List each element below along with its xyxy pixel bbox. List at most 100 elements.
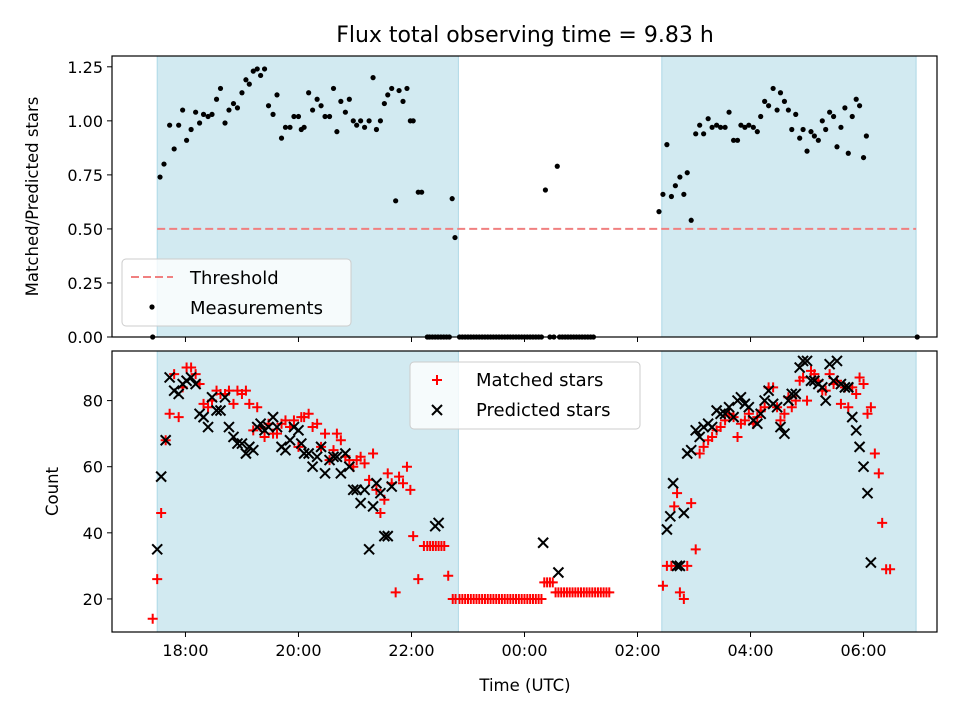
matched-point xyxy=(368,448,379,459)
measurement-point xyxy=(793,111,799,117)
measurement-point xyxy=(554,163,560,169)
measurement-point xyxy=(350,118,356,124)
y-tick-label: 40 xyxy=(83,524,103,543)
measurement-point xyxy=(717,124,724,130)
measurement-point xyxy=(838,124,844,130)
matched-point xyxy=(669,501,680,512)
predicted-point xyxy=(236,437,248,450)
predicted-point xyxy=(723,401,735,413)
measurement-point xyxy=(326,113,333,120)
y-tick-label: 1.25 xyxy=(67,58,103,77)
matched-point xyxy=(698,441,709,452)
matched-point xyxy=(375,507,386,518)
matched-point xyxy=(686,498,697,509)
predicted-point xyxy=(159,434,172,446)
predicted-point xyxy=(816,381,828,394)
predicted-point xyxy=(339,447,352,460)
predicted-point xyxy=(331,451,343,463)
measurement-point xyxy=(346,96,352,102)
matched-point xyxy=(739,415,750,426)
measurement-point xyxy=(370,75,376,81)
matched-point xyxy=(164,408,175,419)
predicted-point xyxy=(354,497,367,509)
measurement-point xyxy=(697,122,703,128)
measurement-point xyxy=(693,131,699,137)
matched-point xyxy=(865,402,876,413)
y-tick-label: 0.50 xyxy=(67,220,103,239)
measurement-point xyxy=(705,116,711,122)
matched-point xyxy=(244,398,255,409)
predicted-point xyxy=(279,444,292,456)
y-tick-label: 1.00 xyxy=(67,112,103,131)
matched-point xyxy=(732,431,743,442)
measurement-point xyxy=(183,137,190,143)
predicted-point xyxy=(537,537,549,549)
matched-point xyxy=(156,507,167,518)
y-tick-label: 0.25 xyxy=(67,274,103,293)
measurement-point xyxy=(853,96,859,102)
predicted-point xyxy=(206,391,218,403)
measurement-point xyxy=(746,122,752,128)
predicted-point xyxy=(552,566,565,579)
predicted-point xyxy=(240,447,252,460)
predicted-point xyxy=(284,434,296,446)
measurement-point xyxy=(714,122,720,128)
matched-point xyxy=(413,574,424,585)
measurement-point xyxy=(246,81,252,87)
matched-point xyxy=(854,372,865,383)
predicted-point xyxy=(671,560,683,572)
matched-point xyxy=(331,428,342,439)
measurement-point xyxy=(656,209,662,215)
measurement-point xyxy=(842,105,848,111)
measurement-point xyxy=(827,109,833,115)
measurement-point xyxy=(774,107,780,113)
predicted-point xyxy=(197,411,210,423)
legend-box xyxy=(409,361,641,430)
predicted-point xyxy=(271,421,283,433)
legend: Threshold Measurements xyxy=(121,258,352,327)
measurement-point xyxy=(400,98,406,104)
predicted-point xyxy=(661,523,673,536)
measurement-point xyxy=(709,124,715,130)
predicted-point xyxy=(797,355,809,367)
matched-point xyxy=(674,587,685,598)
measurement-point xyxy=(404,85,410,92)
x-tick-label: 02:00 xyxy=(614,641,660,660)
measurement-point xyxy=(863,133,869,139)
predicted-point xyxy=(306,460,319,473)
measurement-point xyxy=(261,66,268,72)
matched-point xyxy=(390,587,401,598)
y-tick-label: 80 xyxy=(83,392,103,411)
measurement-point xyxy=(797,135,803,141)
measurement-point xyxy=(750,124,756,130)
matched-point xyxy=(547,577,558,588)
top-panel: 0.00 0.25 0.50 0.75 1.00 1.25 Matched/Predicte… xyxy=(23,55,938,347)
measurement-point xyxy=(830,113,837,120)
matched-point xyxy=(355,451,366,462)
predicted-point xyxy=(315,441,327,453)
measurement-point xyxy=(781,98,788,104)
matched-point xyxy=(405,484,416,495)
measurement-point xyxy=(278,135,285,141)
predicted-point xyxy=(778,427,791,440)
matched-point xyxy=(152,574,163,585)
predicted-point xyxy=(805,375,817,387)
matched-point xyxy=(401,461,412,472)
measurement-point xyxy=(542,187,549,193)
measurement-point xyxy=(381,100,387,107)
x-tick-label: 06:00 xyxy=(840,641,886,660)
measurement-point xyxy=(196,120,203,126)
matched-point xyxy=(439,541,450,552)
measurement-point xyxy=(287,124,293,130)
predicted-point xyxy=(853,441,866,453)
legend-measurement-swatch xyxy=(149,304,155,310)
measurement-point xyxy=(176,122,182,128)
predicted-point xyxy=(155,470,167,483)
measurement-point xyxy=(258,72,264,79)
predicted-point xyxy=(343,460,356,473)
measurement-point xyxy=(688,217,694,223)
matched-point xyxy=(877,517,888,528)
measurement-point xyxy=(734,137,741,143)
measurement-point xyxy=(856,103,863,109)
predicted-point xyxy=(151,543,163,556)
